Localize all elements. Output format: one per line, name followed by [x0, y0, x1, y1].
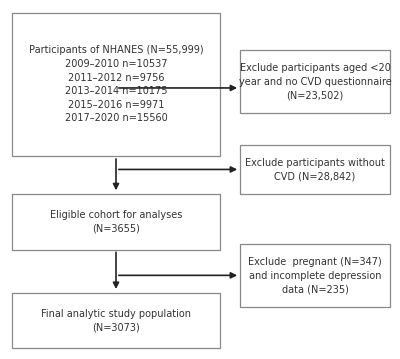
FancyBboxPatch shape: [12, 293, 220, 348]
Text: 2011–2012 n=9756: 2011–2012 n=9756: [68, 73, 164, 83]
Text: Eligible cohort for analyses: Eligible cohort for analyses: [50, 210, 182, 220]
Text: Exclude  pregnant (N=347): Exclude pregnant (N=347): [248, 257, 382, 267]
Text: 2017–2020 n=15560: 2017–2020 n=15560: [65, 113, 167, 123]
Text: 2009–2010 n=10537: 2009–2010 n=10537: [65, 59, 167, 69]
Text: year and no CVD questionnaire: year and no CVD questionnaire: [239, 77, 391, 87]
Text: and incomplete depression: and incomplete depression: [249, 271, 381, 280]
Text: (N=3073): (N=3073): [92, 322, 140, 332]
FancyBboxPatch shape: [12, 13, 220, 156]
Text: Participants of NHANES (N=55,999): Participants of NHANES (N=55,999): [29, 45, 203, 55]
Text: Final analytic study population: Final analytic study population: [41, 309, 191, 318]
FancyBboxPatch shape: [240, 145, 390, 194]
FancyBboxPatch shape: [240, 50, 390, 113]
Text: CVD (N=28,842): CVD (N=28,842): [274, 172, 356, 181]
Text: Exclude participants aged <20: Exclude participants aged <20: [240, 63, 390, 73]
Text: 2015–2016 n=9971: 2015–2016 n=9971: [68, 100, 164, 110]
Text: Exclude participants without: Exclude participants without: [245, 158, 385, 168]
Text: 2013–2014 n=10175: 2013–2014 n=10175: [65, 86, 167, 96]
Text: (N=23,502): (N=23,502): [286, 90, 344, 100]
Text: (N=3655): (N=3655): [92, 224, 140, 233]
FancyBboxPatch shape: [12, 194, 220, 250]
Text: data (N=235): data (N=235): [282, 284, 348, 294]
FancyBboxPatch shape: [240, 244, 390, 307]
